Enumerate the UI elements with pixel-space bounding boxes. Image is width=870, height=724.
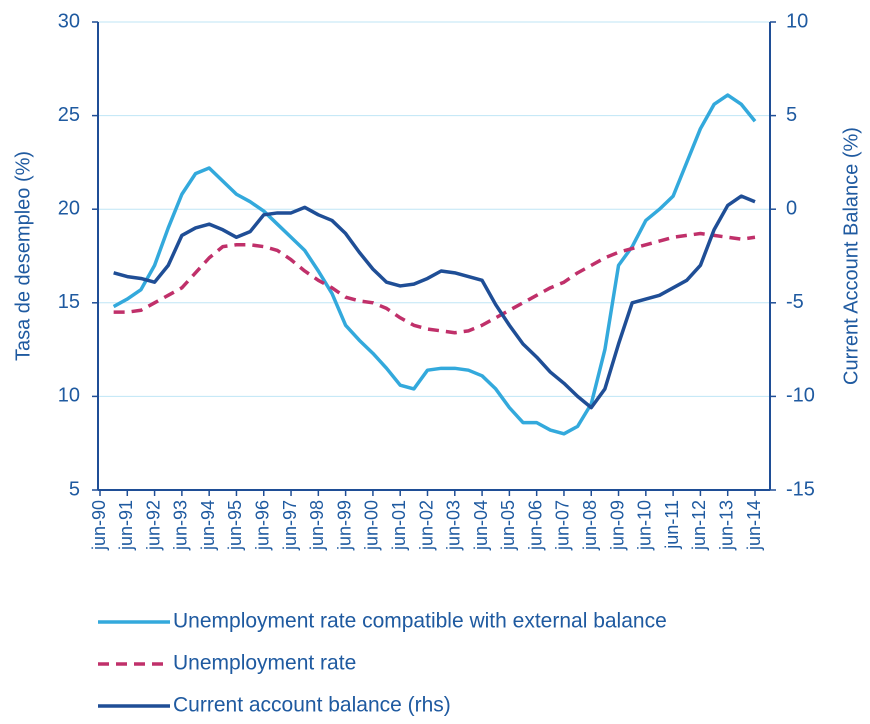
y2-tick-label: 10 — [786, 10, 808, 32]
x-tick-label: jun-97 — [280, 500, 300, 551]
x-tick-label: jun-08 — [580, 500, 600, 551]
y-tick-label: 30 — [58, 10, 80, 32]
y-tick-label: 20 — [58, 197, 80, 219]
x-tick-label: jun-04 — [471, 500, 491, 551]
x-tick-label: jun-05 — [498, 500, 518, 551]
y2-tick-label: -15 — [786, 478, 815, 500]
x-tick-label: jun-99 — [334, 500, 354, 551]
series-line — [112, 93, 757, 436]
y2-tick-label: -5 — [786, 291, 804, 313]
x-tick-label: jun-14 — [744, 500, 764, 551]
series-line — [113, 194, 756, 410]
y2-axis-label: Current Account Balance (%) — [840, 127, 862, 385]
x-tick-label: jun-11 — [662, 500, 682, 550]
x-tick-label: jun-01 — [389, 500, 409, 551]
y-tick-label: 25 — [58, 104, 80, 126]
y-tick-label: 15 — [58, 291, 80, 313]
y2-tick-label: -10 — [786, 385, 815, 407]
y2-tick-label: 5 — [786, 104, 797, 126]
legend-label: Unemployment rate compatible with extern… — [173, 610, 667, 633]
x-tick-label: jun-06 — [525, 500, 545, 551]
x-tick-label: jun-95 — [225, 500, 245, 551]
x-tick-label: jun-07 — [553, 500, 573, 551]
x-tick-label: jun-00 — [362, 500, 382, 551]
legend-label: Unemployment rate — [173, 652, 356, 675]
y-tick-label: 10 — [58, 385, 80, 407]
x-tick-label: jun-10 — [635, 500, 655, 551]
x-tick-label: jun-03 — [444, 500, 464, 551]
legend-label: Current account balance (rhs) — [173, 694, 451, 717]
y2-tick-label: 0 — [786, 197, 797, 219]
y-tick-label: 5 — [69, 478, 80, 500]
x-tick-label: jun-90 — [89, 500, 109, 551]
x-tick-label: jun-91 — [116, 500, 136, 551]
x-tick-label: jun-02 — [416, 500, 436, 551]
x-tick-label: jun-09 — [607, 500, 627, 551]
x-tick-label: jun-98 — [307, 500, 327, 551]
y-axis-label: Tasa de desempleo (%) — [12, 151, 34, 361]
x-tick-label: jun-94 — [198, 500, 218, 551]
series-line — [113, 231, 756, 335]
x-tick-label: jun-93 — [171, 500, 191, 551]
x-tick-label: jun-96 — [253, 500, 273, 551]
x-tick-label: jun-92 — [143, 500, 163, 551]
x-tick-label: jun-12 — [689, 500, 709, 551]
x-tick-label: jun-13 — [716, 500, 736, 551]
